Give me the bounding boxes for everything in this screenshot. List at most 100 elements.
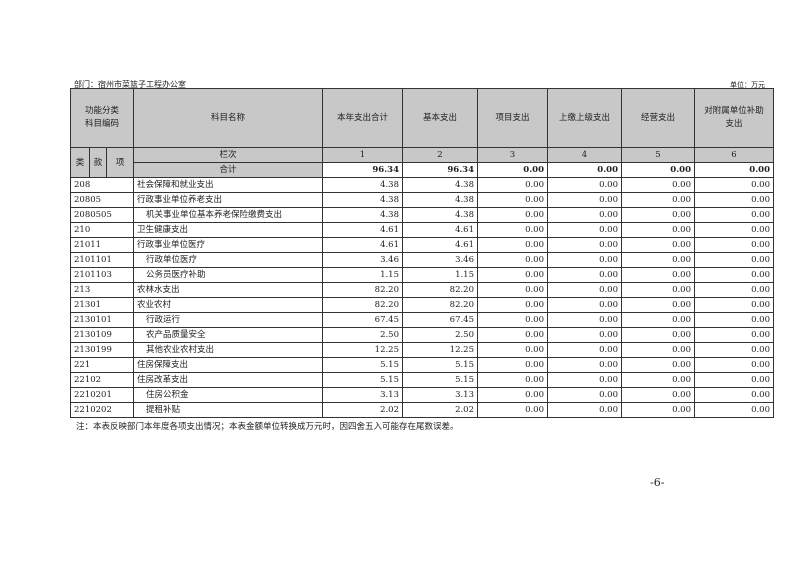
row-value-c4: 0.00 xyxy=(547,237,622,253)
row-code: 221 xyxy=(70,357,134,373)
col-num-6: 6 xyxy=(694,147,774,163)
row-value-c4: 0.00 xyxy=(547,372,622,388)
row-value-c2: 2.02 xyxy=(402,402,478,418)
header-c1: 本年支出合计 xyxy=(322,88,403,148)
header-code: 功能分类科目编码 xyxy=(70,88,134,148)
row-name: 其他农业农村支出 xyxy=(133,342,323,358)
row-name: 卫生健康支出 xyxy=(133,222,323,238)
total-row: 合计 96.34 96.34 0.00 0.00 0.00 0.00 xyxy=(71,162,774,178)
row-value-c4: 0.00 xyxy=(547,342,622,358)
row-code: 21011 xyxy=(70,237,134,253)
row-value-c1: 4.61 xyxy=(322,237,403,253)
row-value-c1: 4.61 xyxy=(322,222,403,238)
table-row: 21011 行政事业单位医疗 4.61 4.61 0.00 0.00 0.00 0.00 xyxy=(70,237,774,253)
table-row: 21301 农业农村 82.20 82.20 0.00 0.00 0.00 0.00 xyxy=(70,297,774,313)
header-c3: 项目支出 xyxy=(477,88,548,148)
row-name: 社会保障和就业支出 xyxy=(133,177,323,193)
row-value-c5: 0.00 xyxy=(621,387,695,403)
row-code: 213 xyxy=(70,282,134,298)
row-value-c5: 0.00 xyxy=(621,207,695,223)
row-value-c3: 0.00 xyxy=(477,372,548,388)
row-value-c6: 0.00 xyxy=(694,177,774,193)
header-lei: 类 xyxy=(70,147,90,178)
row-value-c3: 0.00 xyxy=(477,207,548,223)
table-row: 2210202 提租补贴 2.02 2.02 0.00 0.00 0.00 0.00 xyxy=(70,402,774,418)
row-value-c2: 5.15 xyxy=(402,372,478,388)
table-row: 22102 住房改革支出 5.15 5.15 0.00 0.00 0.00 0.00 xyxy=(70,372,774,388)
row-value-c4: 0.00 xyxy=(547,387,622,403)
total-c6: 0.00 xyxy=(694,162,774,178)
row-code: 2101103 xyxy=(70,267,134,283)
row-value-c6: 0.00 xyxy=(694,297,774,313)
table-row: 20805 行政事业单位养老支出 4.38 4.38 0.00 0.00 0.00 0.00 xyxy=(70,192,774,208)
table-row: 2130109 农产品质量安全 2.50 2.50 0.00 0.00 0.00 0.00 xyxy=(70,327,774,343)
expenditure-table: 功能分类科目编码 科目名称 本年支出合计 基本支出 项目支出 上缴上级支出 经营… xyxy=(70,88,774,418)
row-name: 行政单位医疗 xyxy=(133,252,323,268)
table-row: 221 住房保障支出 5.15 5.15 0.00 0.00 0.00 0.00 xyxy=(70,357,774,373)
row-value-c3: 0.00 xyxy=(477,222,548,238)
row-value-c5: 0.00 xyxy=(621,357,695,373)
row-name: 提租补贴 xyxy=(133,402,323,418)
row-value-c3: 0.00 xyxy=(477,357,548,373)
row-code: 210 xyxy=(70,222,134,238)
row-value-c5: 0.00 xyxy=(621,312,695,328)
row-value-c4: 0.00 xyxy=(547,297,622,313)
row-value-c4: 0.00 xyxy=(547,327,622,343)
row-code: 21301 xyxy=(70,297,134,313)
table-row: 208 社会保障和就业支出 4.38 4.38 0.00 0.00 0.00 0.00 xyxy=(70,177,774,193)
row-value-c4: 0.00 xyxy=(547,207,622,223)
row-value-c3: 0.00 xyxy=(477,192,548,208)
row-code: 2080505 xyxy=(70,207,134,223)
col-num-2: 2 xyxy=(402,147,478,163)
row-value-c1: 4.38 xyxy=(322,207,403,223)
row-value-c1: 5.15 xyxy=(322,372,403,388)
row-value-c5: 0.00 xyxy=(621,237,695,253)
row-value-c5: 0.00 xyxy=(621,342,695,358)
row-value-c1: 4.38 xyxy=(322,192,403,208)
total-c5: 0.00 xyxy=(621,162,695,178)
row-value-c5: 0.00 xyxy=(621,222,695,238)
row-value-c5: 0.00 xyxy=(621,327,695,343)
row-value-c4: 0.00 xyxy=(547,252,622,268)
total-label: 合计 xyxy=(133,162,323,178)
row-value-c6: 0.00 xyxy=(694,372,774,388)
row-value-c5: 0.00 xyxy=(621,297,695,313)
row-value-c2: 4.61 xyxy=(402,237,478,253)
row-code: 2130101 xyxy=(70,312,134,328)
row-value-c1: 2.50 xyxy=(322,327,403,343)
row-value-c5: 0.00 xyxy=(621,252,695,268)
row-name: 行政事业单位医疗 xyxy=(133,237,323,253)
row-value-c2: 5.15 xyxy=(402,357,478,373)
row-value-c3: 0.00 xyxy=(477,327,548,343)
row-value-c5: 0.00 xyxy=(621,192,695,208)
row-value-c1: 67.45 xyxy=(322,312,403,328)
header-name: 科目名称 xyxy=(133,88,323,148)
row-value-c3: 0.00 xyxy=(477,312,548,328)
row-value-c5: 0.00 xyxy=(621,402,695,418)
row-value-c6: 0.00 xyxy=(694,342,774,358)
row-value-c6: 0.00 xyxy=(694,207,774,223)
total-c3: 0.00 xyxy=(477,162,548,178)
header-c6: 对附属单位补助支出 xyxy=(694,88,774,148)
row-value-c2: 2.50 xyxy=(402,327,478,343)
col-num-3: 3 xyxy=(477,147,548,163)
row-value-c2: 67.45 xyxy=(402,312,478,328)
row-name: 住房改革支出 xyxy=(133,372,323,388)
row-value-c2: 3.46 xyxy=(402,252,478,268)
row-value-c2: 12.25 xyxy=(402,342,478,358)
row-value-c3: 0.00 xyxy=(477,252,548,268)
row-name: 行政事业单位养老支出 xyxy=(133,192,323,208)
row-name: 农产品质量安全 xyxy=(133,327,323,343)
table-row: 2080505 机关事业单位基本养老保险缴费支出 4.38 4.38 0.00 0.00 0… xyxy=(70,207,774,223)
header-xiang: 项 xyxy=(106,147,134,178)
table-row: 213 农林水支出 82.20 82.20 0.00 0.00 0.00 0.00 xyxy=(70,282,774,298)
header-c4: 上缴上级支出 xyxy=(547,88,622,148)
row-value-c1: 3.13 xyxy=(322,387,403,403)
row-value-c4: 0.00 xyxy=(547,357,622,373)
table-row: 2210201 住房公积金 3.13 3.13 0.00 0.00 0.00 0.00 xyxy=(70,387,774,403)
row-value-c1: 5.15 xyxy=(322,357,403,373)
row-value-c1: 3.46 xyxy=(322,252,403,268)
row-value-c1: 82.20 xyxy=(322,297,403,313)
table-row: 210 卫生健康支出 4.61 4.61 0.00 0.00 0.00 0.00 xyxy=(70,222,774,238)
table-row: 2130101 行政运行 67.45 67.45 0.00 0.00 0.00 0.00 xyxy=(70,312,774,328)
